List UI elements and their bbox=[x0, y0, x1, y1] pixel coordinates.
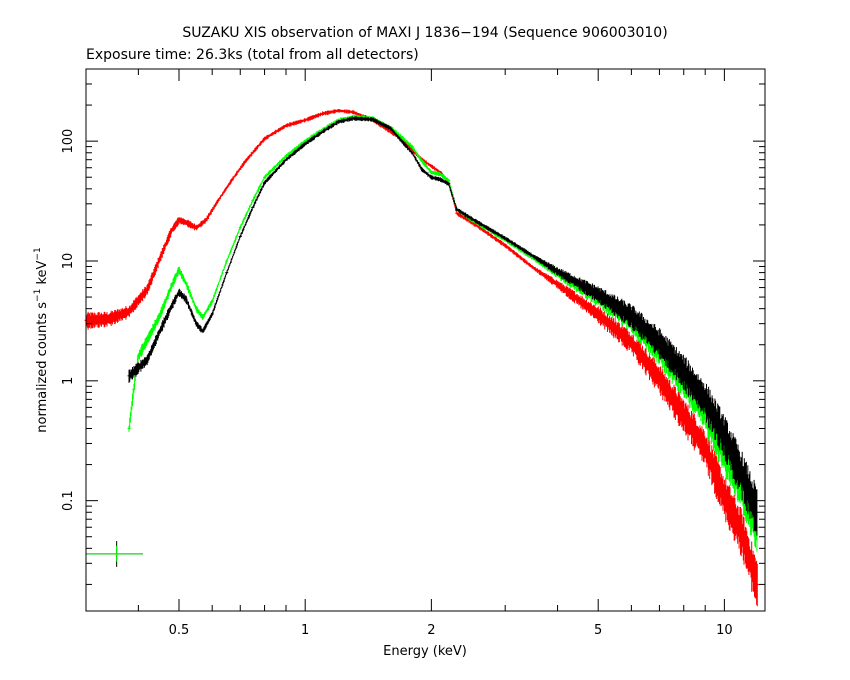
y-axis-label-sup1: −1 bbox=[33, 289, 43, 302]
y-tick-label: 0.1 bbox=[61, 490, 76, 511]
y-tick-label: 100 bbox=[61, 129, 76, 154]
y-axis-label-unit: keV bbox=[35, 260, 50, 288]
x-tick-label: 5 bbox=[594, 623, 602, 638]
plot-frame bbox=[85, 68, 766, 612]
series-errorbars bbox=[128, 116, 758, 536]
y-axis-label-main: normalized counts s bbox=[35, 302, 50, 433]
x-tick-label: 1 bbox=[301, 623, 309, 638]
x-tick-label: 2 bbox=[427, 623, 435, 638]
chart-title: SUZAKU XIS observation of MAXI J 1836−19… bbox=[182, 25, 667, 41]
y-tick-label: 10 bbox=[61, 253, 76, 270]
chart-subtitle: Exposure time: 26.3ks (total from all de… bbox=[86, 47, 419, 63]
x-tick-label: 10 bbox=[716, 623, 733, 638]
x-axis-label: Energy (keV) bbox=[383, 644, 467, 659]
x-tick-label: 0.5 bbox=[169, 623, 190, 638]
series-2 bbox=[127, 116, 760, 536]
tick-marks bbox=[85, 68, 765, 611]
y-axis-label: normalized counts s−1 keV−1 bbox=[33, 247, 50, 432]
tick-layer: 0.5 1 2 5 10 0.1 1 10 100 bbox=[61, 68, 765, 638]
background-marker-1 bbox=[86, 545, 143, 562]
y-tick-label: 1 bbox=[61, 377, 76, 385]
data-layer bbox=[84, 109, 760, 607]
y-axis-label-sup2: −1 bbox=[33, 247, 43, 260]
